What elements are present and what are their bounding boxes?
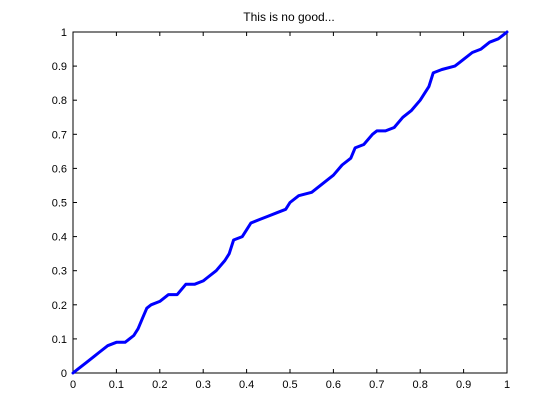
y-tick-label: 0.3 <box>52 266 67 278</box>
x-tick-label: 0.7 <box>369 379 384 391</box>
y-tick-label: 1 <box>61 27 67 39</box>
y-tick-label: 0.2 <box>52 300 67 312</box>
x-tick-label: 1 <box>504 379 510 391</box>
x-axis: 0 0.1 0.2 0.3 0.4 0.5 0.6 0.7 0.8 0.9 1 <box>70 32 510 391</box>
y-tick-label: 0.5 <box>52 198 67 210</box>
x-tick-label: 0.1 <box>109 379 124 391</box>
y-tick-label: 0 <box>61 368 67 380</box>
x-tick-label: 0.2 <box>152 379 167 391</box>
y-tick-label: 0.4 <box>52 232 67 244</box>
y-tick-label: 0.8 <box>52 95 67 107</box>
x-tick-label: 0.4 <box>239 379 254 391</box>
x-tick-label: 0.5 <box>282 379 297 391</box>
x-tick-label: 0.9 <box>456 379 471 391</box>
y-tick-label: 0.1 <box>52 334 67 346</box>
y-tick-label: 0.6 <box>52 163 67 175</box>
y-axis: 0 0.1 0.2 0.3 0.4 0.5 0.6 0.7 0.8 0.9 1 <box>52 27 507 380</box>
series-line <box>71 30 509 375</box>
chart-title: This is no good... <box>243 10 334 24</box>
y-tick-label: 0.9 <box>52 61 67 73</box>
x-tick-label: 0.8 <box>413 379 428 391</box>
x-tick-label: 0.3 <box>196 379 211 391</box>
y-tick-label: 0.7 <box>52 129 67 141</box>
x-tick-label: 0 <box>70 379 76 391</box>
x-tick-label: 0.6 <box>326 379 341 391</box>
